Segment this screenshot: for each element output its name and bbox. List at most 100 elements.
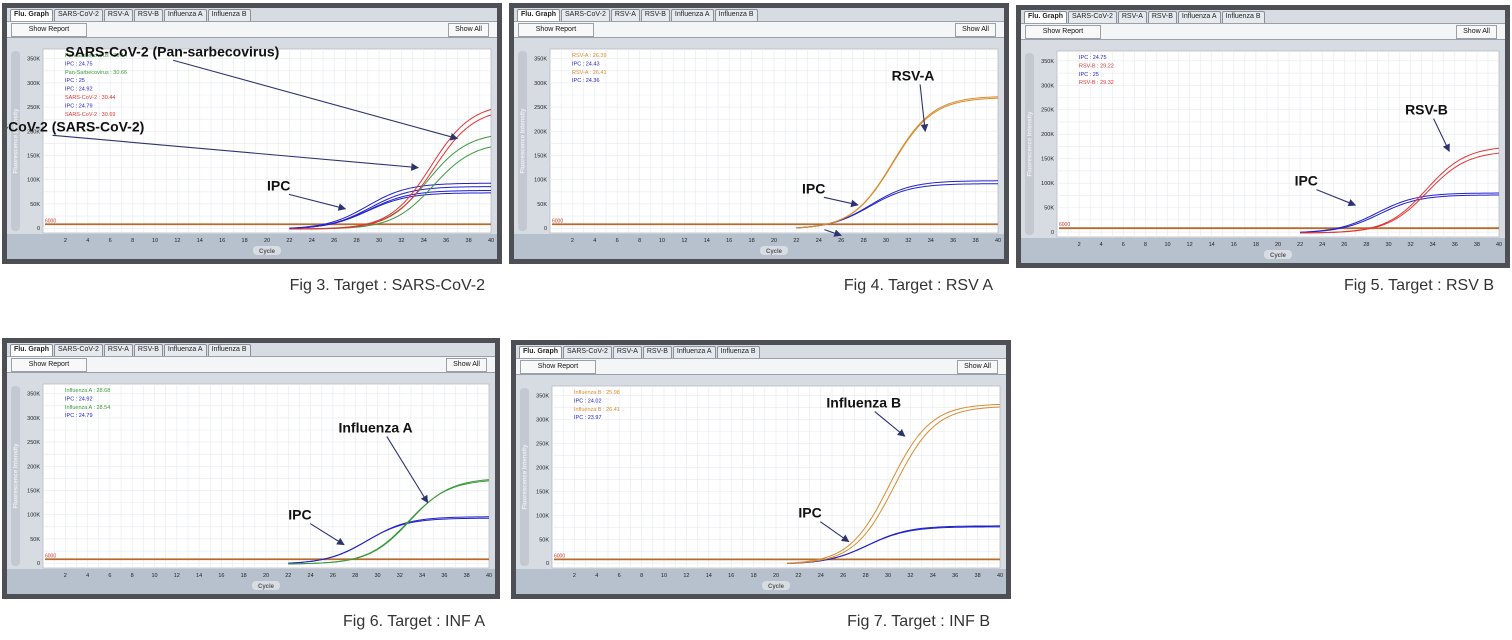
- x-axis-label: Cycle: [258, 584, 275, 590]
- y-axis-pill: [11, 386, 20, 566]
- figure-caption: Fig 4. Target : RSV A: [843, 277, 993, 294]
- annotation-arrow: [1316, 189, 1357, 207]
- tab-rsv-a[interactable]: RSV-A: [103, 344, 133, 356]
- tab-flu-graph[interactable]: Flu. Graph: [1024, 11, 1067, 23]
- tab-sars-cov-2[interactable]: SARS-CoV-2: [54, 9, 103, 21]
- show-all-button[interactable]: Show All: [955, 23, 996, 37]
- x-tick-label: 38: [466, 238, 472, 244]
- x-axis-band: [7, 234, 497, 259]
- legend-entry: RSV-B : 29.32: [1079, 80, 1114, 86]
- x-tick-label: 14: [197, 238, 203, 244]
- tab-flu-graph[interactable]: Flu. Graph: [519, 346, 562, 358]
- x-tick-label: 8: [638, 238, 641, 244]
- x-tick-label: 22: [285, 573, 291, 579]
- x-tick-label: 24: [1319, 242, 1325, 248]
- tab-influenza-a[interactable]: Influenza A: [672, 346, 716, 358]
- annotation-arrow: [386, 436, 429, 504]
- tab-rsv-a[interactable]: RSV-A: [610, 9, 640, 21]
- show-all-button[interactable]: Show All: [446, 358, 487, 372]
- legend-entry: IPC : 25: [65, 78, 85, 84]
- show-all-button[interactable]: Show All: [448, 23, 489, 37]
- tab-sars-cov-2[interactable]: SARS-CoV-2: [561, 9, 610, 21]
- tab-rsv-b[interactable]: RSV-B: [1147, 11, 1177, 23]
- y-tick-label: 350K: [1041, 59, 1054, 65]
- y-tick-label: 250K: [27, 105, 40, 111]
- show-report-button[interactable]: Show Report: [518, 23, 594, 37]
- y-tick-label: 150K: [27, 489, 40, 495]
- legend-entry: Pan-Sarbecovirus : 30.66: [65, 70, 127, 76]
- legend-entry: IPC : 24.36: [572, 78, 600, 84]
- y-tick-label: 200K: [27, 129, 40, 135]
- show-all-button[interactable]: Show All: [1456, 25, 1497, 39]
- annotation-label: IPC: [267, 177, 290, 193]
- tab-influenza-a[interactable]: Influenza A: [1177, 11, 1221, 23]
- x-tick-label: 10: [152, 238, 158, 244]
- legend-entry: Pan-Sarbecovirus : 30.14: [65, 53, 127, 59]
- show-report-button[interactable]: Show Report: [520, 360, 596, 374]
- tab-rsv-b[interactable]: RSV-B: [640, 9, 670, 21]
- tab-rsv-a[interactable]: RSV-A: [1117, 11, 1147, 23]
- x-tick-label: 8: [131, 573, 134, 579]
- x-tick-label: 6: [108, 573, 111, 579]
- tab-flu-graph[interactable]: Flu. Graph: [10, 9, 53, 21]
- threshold-label: 6000: [45, 218, 56, 224]
- x-tick-label: 16: [219, 238, 225, 244]
- tab-influenza-b[interactable]: Influenza B: [716, 346, 760, 358]
- chart-panel-fig7: Flu. Graph SARS-CoV-2 RSV-A RSV-B Influenza …: [511, 340, 1011, 599]
- y-tick-label: 200K: [536, 465, 549, 471]
- tab-influenza-b[interactable]: Influenza B: [207, 9, 251, 21]
- annotation-label: RSV-B: [1405, 102, 1448, 118]
- tab-rsv-a[interactable]: RSV-A: [103, 9, 133, 21]
- chart-area: Fluorescence Intensity 0 50K 100K 150K 200K 25…: [514, 37, 1004, 259]
- tab-rsv-b[interactable]: RSV-B: [642, 346, 672, 358]
- series-line: [289, 192, 492, 229]
- tab-rsv-b[interactable]: RSV-B: [133, 344, 163, 356]
- x-tick-label: 16: [728, 573, 734, 579]
- y-tick-label: 0: [37, 561, 40, 567]
- tab-bar: Flu. Graph SARS-CoV-2 RSV-A RSV-B Influenza …: [1024, 11, 1266, 23]
- x-tick-label: 18: [1253, 242, 1259, 248]
- tab-influenza-a[interactable]: Influenza A: [670, 9, 714, 21]
- show-all-button[interactable]: Show All: [957, 360, 998, 374]
- show-report-button[interactable]: Show Report: [11, 358, 87, 372]
- x-tick-label: 6: [1122, 242, 1125, 248]
- threshold-label: 6000: [45, 553, 56, 559]
- tab-flu-graph[interactable]: Flu. Graph: [517, 9, 560, 21]
- legend-entry: IPC : 24.79: [65, 413, 93, 419]
- x-tick-label: 26: [331, 238, 337, 244]
- x-tick-label: 18: [749, 238, 755, 244]
- tab-sars-cov-2[interactable]: SARS-CoV-2: [54, 344, 103, 356]
- x-tick-label: 38: [1474, 242, 1480, 248]
- x-tick-label: 22: [793, 238, 799, 244]
- tab-rsv-b[interactable]: RSV-B: [133, 9, 163, 21]
- y-tick-label: 150K: [27, 154, 40, 160]
- threshold-label: 6000: [554, 553, 565, 559]
- y-tick-label: 50K: [30, 202, 40, 208]
- tab-rsv-a[interactable]: RSV-A: [612, 346, 642, 358]
- show-report-button[interactable]: Show Report: [1025, 25, 1101, 39]
- tab-sars-cov-2[interactable]: SARS-CoV-2: [1068, 11, 1117, 23]
- x-tick-label: 12: [174, 238, 180, 244]
- x-axis-label: Cycle: [766, 249, 783, 255]
- series-line: [1300, 192, 1500, 233]
- tab-influenza-b[interactable]: Influenza B: [714, 9, 758, 21]
- x-tick-label: 14: [1209, 242, 1215, 248]
- x-tick-label: 36: [952, 573, 958, 579]
- tab-influenza-b[interactable]: Influenza B: [207, 344, 251, 356]
- tab-influenza-b[interactable]: Influenza B: [1221, 11, 1265, 23]
- x-tick-label: 18: [242, 238, 248, 244]
- tab-influenza-a[interactable]: Influenza A: [163, 9, 207, 21]
- x-tick-label: 36: [1452, 242, 1458, 248]
- legend-entry: Influenza B : 26.41: [574, 407, 620, 413]
- toolbar: Show Report Show All: [516, 358, 1006, 375]
- tab-flu-graph[interactable]: Flu. Graph: [10, 344, 53, 356]
- tab-sars-cov-2[interactable]: SARS-CoV-2: [563, 346, 612, 358]
- tab-influenza-a[interactable]: Influenza A: [163, 344, 207, 356]
- show-report-button[interactable]: Show Report: [11, 23, 87, 37]
- y-tick-label: 0: [546, 561, 549, 567]
- y-tick-label: 100K: [534, 178, 547, 184]
- y-tick-label: 200K: [27, 464, 40, 470]
- x-tick-label: 20: [264, 238, 270, 244]
- y-tick-label: 150K: [536, 489, 549, 495]
- annotation-label: Influenza A: [338, 419, 412, 435]
